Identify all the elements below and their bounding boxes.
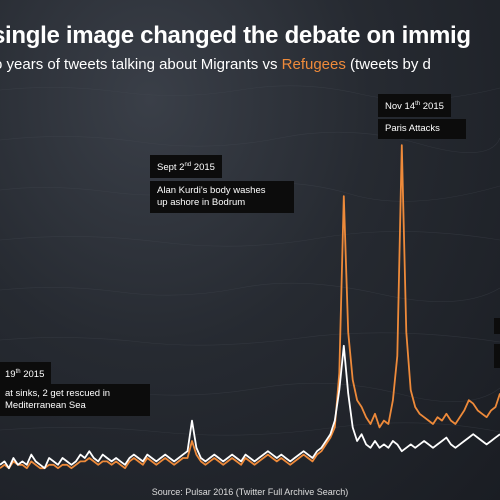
annotation-april-date: 19th 2015 [0, 362, 52, 386]
annotation-sept-date: Sept 2nd 2015 [150, 155, 222, 179]
subtitle-suffix: (tweets by d [345, 56, 431, 73]
chart-subtitle: o years of tweets talking about Migrants… [0, 56, 431, 73]
annotation-april-line2: Mediterranean Sea [5, 400, 86, 411]
chart-title: single image changed the debate on immig [0, 22, 471, 49]
source-note: Source: Pulsar 2016 (Twitter Full Archiv… [151, 487, 349, 497]
annotation-edge-date [494, 318, 500, 334]
refugees-series-line [0, 144, 500, 470]
annotation-sept-line1: Alan Kurdi's body washes [157, 185, 266, 196]
annotation-nov-date: Nov 14th 2015 [378, 94, 451, 118]
annotation-nov-line1: Paris Attacks [385, 123, 440, 134]
annotation-april-text: at sinks, 2 get rescued in Mediterranean … [0, 384, 150, 416]
annotation-april-line1: at sinks, 2 get rescued in [5, 388, 111, 399]
subtitle-prefix: o years of tweets talking about Migrants… [0, 56, 282, 73]
annotation-sept-line2: up ashore in Bodrum [157, 197, 246, 208]
annotation-sept-text: Alan Kurdi's body washes up ashore in Bod… [150, 181, 294, 213]
subtitle-refugees-word: Refugees [281, 56, 346, 73]
annotation-nov-text: Paris Attacks [378, 119, 466, 139]
annotation-edge-text [494, 344, 500, 368]
migrants-series-line [0, 344, 500, 470]
